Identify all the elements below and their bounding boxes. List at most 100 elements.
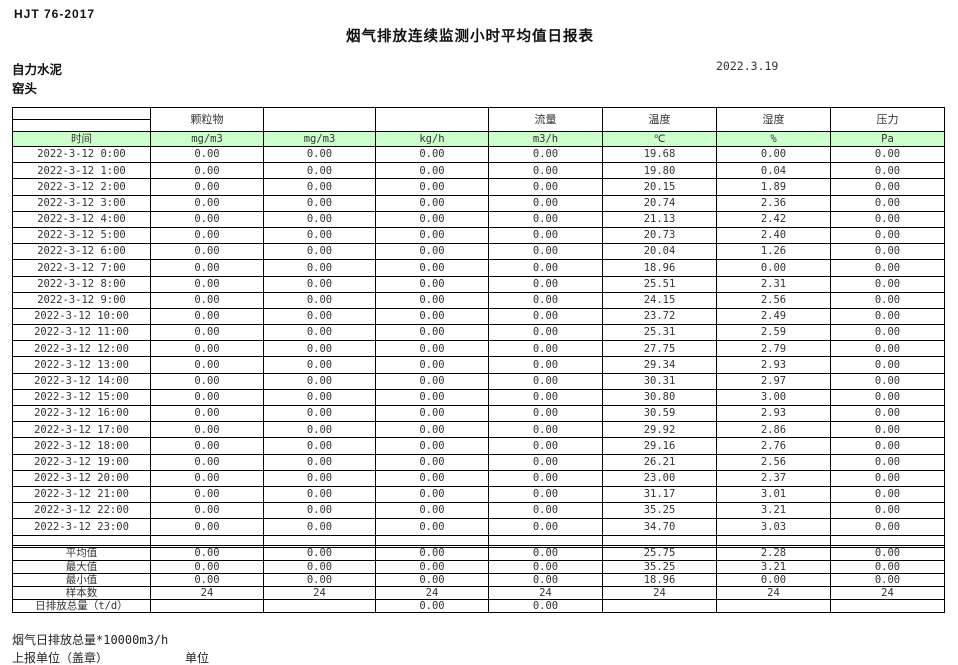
value-cell: 0.00 [263, 259, 376, 277]
value-cell: 0.00 [263, 226, 376, 245]
value-cell: 0.00 [375, 437, 489, 455]
value-cell: 0.00 [830, 307, 945, 326]
value-cell: 0.00 [375, 485, 489, 504]
value-cell: 2.86 [716, 421, 831, 439]
value-cell: 0.00 [263, 194, 376, 212]
reporting-unit-label: 上报单位（盖章） [12, 651, 109, 665]
time-cell: 2022-3-12 5:00 [12, 226, 151, 245]
value-cell: 0.00 [488, 226, 603, 245]
time-cell: 2022-3-12 20:00 [12, 469, 151, 487]
value-cell: 0.00 [830, 404, 945, 423]
table-row: 2022-3-12 9:00 0.00 0.00 0.00 0.00 24.15 2.56 0… [12, 291, 945, 309]
summary-value-cell: 0.00 [150, 572, 264, 588]
value-cell: 27.75 [602, 340, 717, 358]
value-cell: 19.68 [602, 145, 717, 164]
time-cell: 2022-3-12 3:00 [12, 194, 151, 212]
table-row: 2022-3-12 23:00 0.00 0.00 0.00 0.00 34.70 3.03… [12, 518, 945, 536]
table-row: 2022-3-12 11:00 0.00 0.00 0.00 0.00 25.31 2.59… [12, 324, 945, 342]
time-cell: 2022-3-12 10:00 [12, 307, 151, 326]
value-cell: 0.00 [263, 162, 376, 180]
unit-time: 时间 [12, 131, 151, 147]
footnote-total-emission: 烟气日排放总量*10000m3/h [12, 633, 169, 647]
value-cell: 0.00 [830, 145, 945, 164]
value-cell: 2.79 [716, 340, 831, 358]
value-cell: 0.00 [375, 502, 489, 520]
value-cell: 0.00 [488, 437, 603, 455]
empty-cell [150, 534, 264, 546]
value-cell: 0.00 [263, 453, 376, 471]
value-cell: 0.00 [150, 324, 264, 342]
value-cell: 0.00 [830, 469, 945, 487]
value-cell: 0.00 [830, 453, 945, 471]
value-cell: 0.00 [150, 485, 264, 504]
time-cell: 2022-3-12 15:00 [12, 388, 151, 407]
time-cell: 2022-3-12 1:00 [12, 162, 151, 180]
value-cell: 0.00 [830, 421, 945, 439]
table-row: 2022-3-12 22:00 0.00 0.00 0.00 0.00 35.25 3.21… [12, 502, 945, 520]
time-cell: 2022-3-12 21:00 [12, 485, 151, 504]
standard-code: HJT 76-2017 [14, 7, 96, 21]
value-cell: 2.93 [716, 356, 831, 374]
value-cell: 0.00 [488, 502, 603, 520]
header-flow: 流量 [488, 107, 603, 132]
unit-pm-concentration-2: mg/m3 [263, 131, 376, 147]
header-pressure: 压力 [830, 107, 945, 132]
value-cell: 0.00 [263, 275, 376, 293]
value-cell: 0.00 [150, 194, 264, 212]
value-cell: 0.00 [488, 453, 603, 471]
value-cell: 0.00 [830, 275, 945, 293]
summary-row: 日排放总量（t/d） 0.00 0.00 [12, 599, 945, 614]
value-cell: 0.00 [263, 485, 376, 504]
value-cell: 0.00 [830, 162, 945, 180]
summary-value-cell: 0.00 [263, 546, 376, 561]
summary-value-cell: 0.00 [375, 559, 489, 574]
value-cell: 2.40 [716, 226, 831, 245]
value-cell: 34.70 [602, 518, 717, 536]
unit-label: 单位 [185, 651, 210, 665]
value-cell: 2.31 [716, 275, 831, 293]
table-row: 2022-3-12 0:00 0.00 0.00 0.00 0.00 19.68 0.00 0… [12, 145, 945, 164]
value-cell: 0.00 [375, 145, 489, 164]
summary-value-cell [602, 599, 717, 614]
value-cell: 25.51 [602, 275, 717, 293]
value-cell: 0.00 [150, 162, 264, 180]
summary-value-cell [263, 599, 376, 614]
value-cell: 21.13 [602, 210, 717, 228]
summary-value-cell: 0.00 [263, 572, 376, 588]
table-row: 2022-3-12 18:00 0.00 0.00 0.00 0.00 29.16 2.76… [12, 437, 945, 455]
value-cell: 0.00 [830, 178, 945, 196]
value-cell: 0.00 [716, 259, 831, 277]
summary-value-cell [150, 599, 264, 614]
value-cell: 0.00 [263, 243, 376, 261]
value-cell: 0.00 [716, 145, 831, 164]
summary-value-cell: 0.00 [375, 599, 489, 614]
value-cell: 30.31 [602, 372, 717, 390]
value-cell: 0.00 [375, 388, 489, 407]
value-cell: 0.00 [263, 340, 376, 358]
header-col4 [375, 107, 489, 132]
value-cell: 0.00 [150, 437, 264, 455]
value-cell: 0.00 [150, 356, 264, 374]
table-row: 2022-3-12 14:00 0.00 0.00 0.00 0.00 30.31 2.97… [12, 372, 945, 390]
value-cell: 0.00 [263, 518, 376, 536]
value-cell: 0.00 [488, 518, 603, 536]
value-cell: 2.56 [716, 291, 831, 309]
value-cell: 0.00 [150, 388, 264, 407]
value-cell: 3.01 [716, 485, 831, 504]
value-cell: 29.92 [602, 421, 717, 439]
value-cell: 0.00 [488, 469, 603, 487]
time-cell: 2022-3-12 13:00 [12, 356, 151, 374]
summary-value-cell: 0.00 [375, 546, 489, 561]
value-cell: 25.31 [602, 324, 717, 342]
value-cell: 0.00 [263, 210, 376, 228]
value-cell: 29.34 [602, 356, 717, 374]
value-cell: 0.00 [375, 259, 489, 277]
value-cell: 0.00 [488, 243, 603, 261]
value-cell: 0.00 [375, 307, 489, 326]
value-cell: 20.73 [602, 226, 717, 245]
table-row: 2022-3-12 17:00 0.00 0.00 0.00 0.00 29.92 2.86… [12, 421, 945, 439]
summary-value-cell: 24 [150, 586, 264, 601]
summary-value-cell: 0.00 [830, 572, 945, 588]
value-cell: 31.17 [602, 485, 717, 504]
